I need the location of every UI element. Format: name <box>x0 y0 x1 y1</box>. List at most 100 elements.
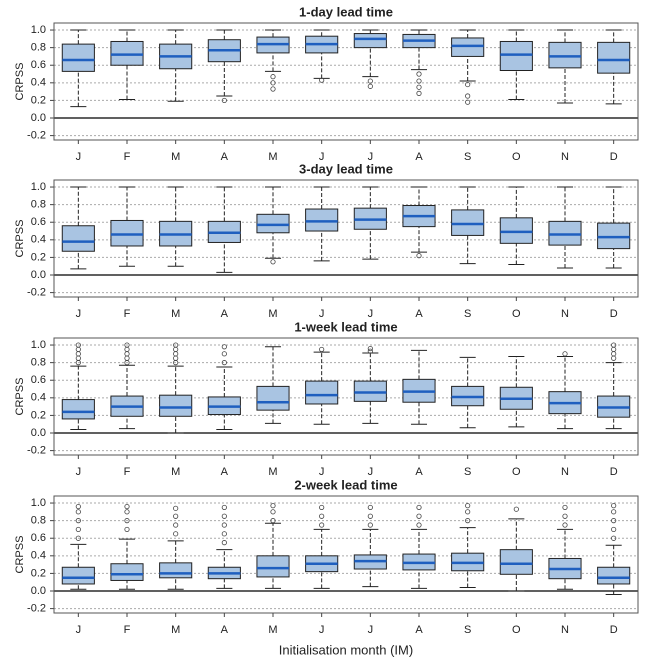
outlier <box>221 97 227 104</box>
box <box>548 220 582 246</box>
outlier <box>367 83 373 89</box>
outlier <box>270 509 276 515</box>
x-tick-label: J <box>76 624 82 636</box>
y-tick-label: -0.2 <box>27 445 46 457</box>
outlier <box>416 71 422 77</box>
y-tick-label: 0.2 <box>31 409 46 421</box>
outlier <box>221 540 227 546</box>
y-tick-label: 0.6 <box>31 59 46 71</box>
box <box>305 380 339 405</box>
x-tick-label: J <box>368 151 374 163</box>
y-axis-label: CRPSS <box>14 536 26 574</box>
x-tick-label: M <box>171 151 180 163</box>
y-tick-label: 0.2 <box>31 567 46 579</box>
outlier <box>221 531 227 537</box>
y-tick-label: 1.0 <box>31 181 46 193</box>
outlier <box>465 93 471 99</box>
outlier <box>221 344 227 350</box>
x-tick-label: J <box>368 308 374 320</box>
box <box>110 40 144 66</box>
outlier <box>367 522 373 528</box>
x-tick-label: M <box>268 151 277 163</box>
box <box>159 562 193 579</box>
y-tick-label: 0.4 <box>31 77 46 89</box>
box <box>110 563 144 581</box>
y-tick-label: 0.2 <box>31 251 46 263</box>
outlier <box>611 355 617 361</box>
x-tick-label: D <box>610 151 618 163</box>
outlier <box>319 346 325 353</box>
y-tick-label: 0.8 <box>31 515 46 527</box>
y-tick-label: -0.2 <box>27 287 46 299</box>
outlier <box>611 503 617 509</box>
x-tick-label: M <box>268 466 277 478</box>
outlier <box>416 84 422 90</box>
box <box>353 380 387 402</box>
y-tick-label: 0.0 <box>31 427 46 439</box>
x-tick-label: O <box>512 466 521 478</box>
outlier <box>367 345 373 352</box>
outlier <box>611 518 617 524</box>
y-tick-label: -0.2 <box>27 130 46 142</box>
x-tick-label: J <box>319 308 325 320</box>
outlier <box>270 80 276 86</box>
panel-title: 2-week lead time <box>294 477 397 492</box>
x-tick-label: O <box>512 624 521 636</box>
outlier <box>270 86 276 92</box>
plot-frame <box>53 495 639 614</box>
outlier <box>562 351 568 357</box>
outlier <box>465 518 471 524</box>
y-tick-label: 0.2 <box>31 94 46 106</box>
plot-frame <box>53 179 639 298</box>
outlier <box>221 513 227 519</box>
outlier <box>173 513 179 519</box>
x-tick-label: A <box>415 308 423 320</box>
x-tick-label: N <box>561 308 569 320</box>
x-tick-label: D <box>610 624 618 636</box>
x-tick-label: M <box>171 466 180 478</box>
outlier <box>173 346 179 353</box>
outlier <box>75 535 81 541</box>
outlier <box>221 522 227 528</box>
y-tick-label: 1.0 <box>31 24 46 36</box>
y-tick-label: 0.0 <box>31 585 46 597</box>
outlier <box>562 522 568 528</box>
x-tick-label: A <box>221 624 229 636</box>
outlier <box>75 355 81 361</box>
x-tick-label: F <box>124 151 131 163</box>
outlier <box>611 526 617 533</box>
outlier <box>221 360 227 366</box>
outlier <box>465 509 471 515</box>
outlier <box>367 513 373 519</box>
x-tick-label: M <box>268 308 277 320</box>
outlier <box>611 351 617 357</box>
y-tick-label: 0.8 <box>31 357 46 369</box>
outlier <box>173 355 179 361</box>
x-tick-label: M <box>171 624 180 636</box>
x-tick-label: A <box>415 624 423 636</box>
outlier <box>173 505 179 511</box>
x-tick-label: J <box>368 624 374 636</box>
y-tick-label: 0.6 <box>31 532 46 544</box>
outlier <box>513 506 519 512</box>
outlier <box>75 351 81 357</box>
x-tick-label: N <box>561 466 569 478</box>
outlier <box>319 522 325 528</box>
box <box>597 222 631 250</box>
outlier <box>319 77 325 83</box>
box <box>110 219 144 247</box>
box <box>305 208 339 232</box>
outlier <box>75 526 81 533</box>
panel-title: 1-week lead time <box>294 319 397 334</box>
outlier <box>416 90 422 96</box>
outlier <box>367 504 373 511</box>
outlier <box>416 504 422 511</box>
outlier <box>319 513 325 519</box>
outlier <box>75 509 81 515</box>
outlier <box>562 504 568 511</box>
outlier <box>173 531 179 537</box>
outlier <box>465 81 471 88</box>
y-tick-label: 1.0 <box>31 497 46 509</box>
box <box>256 385 290 411</box>
plot-frame <box>53 22 639 141</box>
